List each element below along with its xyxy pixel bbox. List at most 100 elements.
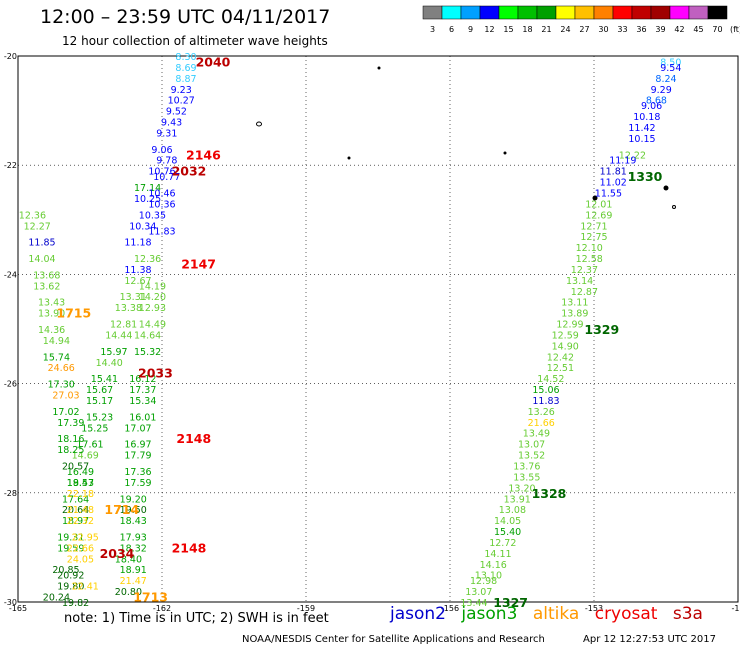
wave-height-label: 12.72 bbox=[489, 538, 516, 549]
wave-height-label: 17.37 bbox=[129, 385, 156, 396]
colorbar-label: 21 bbox=[541, 25, 551, 34]
wave-height-label: 17.64 bbox=[62, 494, 89, 505]
island-marker bbox=[347, 156, 351, 160]
island-marker bbox=[663, 185, 669, 191]
wave-height-label: 10.46 bbox=[148, 189, 175, 200]
wave-height-label: 13.62 bbox=[33, 281, 60, 292]
lon-tick-label: -165 bbox=[9, 604, 27, 613]
wave-height-label: 13.43 bbox=[38, 298, 65, 309]
colorbar-label: 70 bbox=[712, 25, 722, 34]
wave-height-label: 8.68 bbox=[646, 96, 667, 107]
wave-height-label: 18.43 bbox=[120, 516, 147, 527]
colorbar-swatch bbox=[650, 5, 671, 20]
colorbar-swatch bbox=[612, 5, 633, 20]
island-marker bbox=[503, 151, 507, 155]
colorbar-label: 24 bbox=[560, 25, 570, 34]
colorbar-swatch bbox=[422, 5, 443, 20]
lon-tick-label: -156 bbox=[441, 604, 459, 613]
colorbar-swatch bbox=[555, 5, 576, 20]
wave-height-label: 24.05 bbox=[67, 554, 94, 565]
island-marker bbox=[377, 66, 381, 70]
wave-height-label: 13.91 bbox=[504, 494, 531, 505]
note-text: note: 1) Time is in UTC; 2) SWH is in fe… bbox=[64, 611, 329, 626]
pass-time-label: 1327 bbox=[493, 595, 528, 610]
colorbar-swatch bbox=[593, 5, 614, 20]
wave-height-label: 8.30 bbox=[175, 52, 196, 63]
wave-height-label: 10.25 bbox=[134, 194, 161, 205]
lon-tick-label: -15 bbox=[731, 604, 740, 613]
wave-height-label: 22.66 bbox=[67, 543, 94, 554]
wave-height-label: 15.32 bbox=[134, 347, 161, 358]
wave-height-label: 20.85 bbox=[52, 565, 79, 576]
wave-height-label: 15.23 bbox=[86, 412, 113, 423]
wave-height-label: 27.03 bbox=[52, 391, 79, 402]
wave-height-label: 9.31 bbox=[156, 128, 177, 139]
wave-height-label: 13.08 bbox=[499, 505, 526, 516]
pass-time-label: 2147 bbox=[181, 256, 216, 271]
wave-height-label: 13.89 bbox=[561, 309, 588, 320]
colorbar-swatch bbox=[631, 5, 652, 20]
wave-height-label: 12.75 bbox=[580, 232, 607, 243]
wave-height-label: 12.22 bbox=[619, 150, 646, 161]
lat-tick-label: -30 bbox=[4, 598, 17, 607]
colorbar-swatch bbox=[688, 5, 709, 20]
wave-height-label: 15.40 bbox=[494, 527, 521, 538]
wave-height-label: 12.71 bbox=[580, 221, 607, 232]
wave-height-label: 12.99 bbox=[556, 320, 583, 331]
satellite-label-s3a: s3a bbox=[672, 604, 703, 624]
wave-height-label: 10.34 bbox=[129, 221, 156, 232]
wave-height-label: 11.02 bbox=[600, 178, 627, 189]
wave-height-label: 10.76 bbox=[148, 167, 175, 178]
pass-time-label: 2146 bbox=[186, 147, 221, 162]
wave-height-label: 10.15 bbox=[628, 134, 655, 145]
wave-height-label: 13.07 bbox=[465, 587, 492, 598]
wave-height-label: 13.31 bbox=[120, 292, 147, 303]
wave-height-label: 13.26 bbox=[528, 407, 555, 418]
lon-tick-label: -162 bbox=[153, 604, 171, 613]
lon-tick-label: -153 bbox=[585, 604, 603, 613]
wave-height-label: 17.02 bbox=[52, 407, 79, 418]
grid-lines bbox=[18, 56, 738, 602]
wave-height-label: 15.34 bbox=[129, 396, 156, 407]
colorbar-swatch bbox=[669, 5, 690, 20]
colorbar-swatch bbox=[479, 5, 500, 20]
wave-height-label: 8.69 bbox=[175, 63, 196, 74]
colorbar-label: 39 bbox=[655, 25, 665, 34]
pass-time-label: 2033 bbox=[138, 366, 173, 381]
wave-height-label: 13.68 bbox=[33, 270, 60, 281]
wave-height-label: 11.83 bbox=[532, 396, 559, 407]
satellite-label-cryosat: cryosat bbox=[594, 604, 658, 624]
colorbar-label: 42 bbox=[674, 25, 684, 34]
wave-height-label: 12.93 bbox=[139, 303, 166, 314]
lat-tick-label: -26 bbox=[4, 380, 17, 389]
wave-height-label: 20.64 bbox=[62, 505, 89, 516]
wave-height-label: 17.30 bbox=[48, 380, 75, 391]
wave-height-label: 11.83 bbox=[148, 227, 175, 238]
wave-height-label: 13.20 bbox=[508, 483, 535, 494]
wave-height-label: 15.74 bbox=[43, 352, 70, 363]
wave-height-label: 20.80 bbox=[115, 587, 142, 598]
wave-height-label: 21.48 bbox=[67, 505, 94, 516]
wave-height-label: 22.41 bbox=[72, 582, 99, 593]
pass-time-label: 1330 bbox=[628, 169, 663, 184]
wave-height-label: 9.06 bbox=[641, 101, 662, 112]
pass-time-label: 2040 bbox=[196, 54, 231, 69]
wave-height-label: 13.49 bbox=[523, 429, 550, 440]
wave-height-label: 20.57 bbox=[62, 462, 89, 473]
wave-height-label: 16.97 bbox=[124, 440, 151, 451]
wave-height-label: 14.19 bbox=[139, 281, 166, 292]
wave-height-label: 19.50 bbox=[120, 505, 147, 516]
wave-height-label: 18.40 bbox=[115, 554, 142, 565]
wave-height-label: 12.37 bbox=[571, 265, 598, 276]
pass-time-label: 1329 bbox=[584, 322, 619, 337]
wave-height-label: 12.58 bbox=[576, 254, 603, 265]
wave-height-label: 14.69 bbox=[72, 451, 99, 462]
colorbar-unit: (ft) bbox=[730, 25, 740, 34]
wave-height-label: 9.54 bbox=[660, 63, 681, 74]
wave-height-label: 10.35 bbox=[139, 210, 166, 221]
wave-height-label: 8.50 bbox=[660, 57, 681, 68]
lat-tick-label: -20 bbox=[4, 52, 17, 61]
lon-tick-label: -159 bbox=[297, 604, 315, 613]
wave-height-label: 12.51 bbox=[547, 363, 574, 374]
wave-height-label: 16.12 bbox=[129, 374, 156, 385]
